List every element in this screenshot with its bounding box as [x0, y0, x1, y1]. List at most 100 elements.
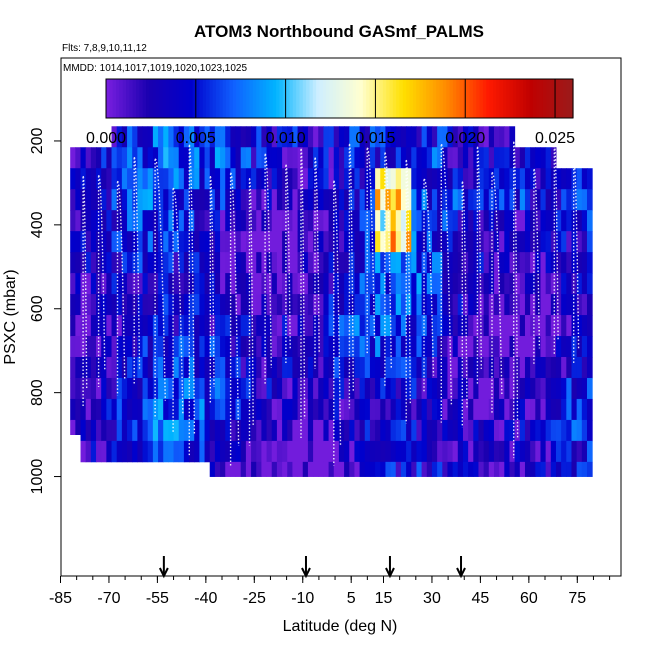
curtain-cell	[194, 210, 200, 232]
curtain-cell	[230, 419, 237, 442]
colorbar-step	[356, 79, 361, 118]
curtain-cell	[214, 210, 221, 232]
curtain-cell	[447, 273, 454, 295]
curtain-cell	[111, 356, 118, 379]
curtain-cell	[566, 440, 572, 463]
curtain-cell	[313, 273, 319, 295]
x-tick-label: 15	[375, 590, 393, 607]
curtain-cell	[240, 252, 247, 274]
curtain-cell	[333, 336, 340, 358]
curtain-cell	[189, 126, 195, 148]
curtain-cell	[364, 126, 371, 148]
curtain-cell	[328, 356, 335, 379]
curtain-cell	[375, 168, 381, 190]
curtain-cell	[473, 440, 479, 463]
curtain-cell	[499, 440, 505, 463]
curtain-cell	[168, 273, 175, 295]
curtain-cell	[137, 252, 144, 274]
curtain-cell	[235, 315, 242, 337]
curtain-cell	[426, 273, 433, 295]
curtain-cell	[116, 273, 123, 295]
curtain-cell	[400, 377, 407, 400]
flight-track	[476, 146, 482, 386]
curtain-cell	[225, 252, 231, 274]
curtain-cell	[209, 126, 216, 148]
curtain-cell	[147, 273, 154, 295]
curtain-cell	[426, 168, 433, 190]
curtain-cell	[375, 315, 381, 337]
curtain-cell	[132, 356, 138, 379]
curtain-cell	[338, 189, 345, 211]
curtain-cell	[240, 126, 247, 148]
curtain-cell	[437, 336, 443, 358]
curtain-cell	[245, 356, 252, 379]
curtain-cell	[121, 231, 128, 253]
curtain-cell	[276, 273, 283, 295]
curtain-cell	[550, 356, 557, 379]
curtain-cell	[214, 440, 221, 463]
curtain-cell	[338, 231, 345, 253]
curtain-cell	[416, 315, 423, 337]
curtain-cell	[333, 461, 340, 477]
curtain-cell	[421, 210, 428, 232]
curtain-cell	[302, 461, 309, 477]
y-axis-title: PSXC (mbar)	[2, 269, 19, 364]
curtain-cell	[271, 398, 278, 421]
curtain-cell	[235, 147, 242, 169]
curtain-cell	[168, 147, 175, 169]
curtain-cell	[333, 126, 340, 148]
curtain-cell	[276, 356, 283, 379]
curtain-cell	[96, 189, 102, 211]
colorbar-step	[469, 79, 474, 118]
curtain-cell	[163, 210, 169, 232]
curtain-cell	[101, 356, 107, 379]
curtain-cell	[437, 168, 443, 190]
curtain-cell	[261, 252, 268, 274]
curtain-cell	[127, 294, 133, 316]
curtain-cell	[426, 315, 433, 337]
curtain-cell	[189, 356, 195, 379]
colorbar-step	[112, 79, 117, 118]
curtain-cell	[530, 168, 536, 190]
curtain-cell	[566, 461, 572, 477]
curtain-cell	[509, 294, 516, 316]
curtain-cell	[488, 147, 495, 169]
curtain-cell	[344, 419, 350, 442]
curtain-cell	[271, 252, 278, 274]
curtain-cell	[80, 273, 87, 295]
curtain-cell	[364, 231, 371, 253]
curtain-cell	[555, 461, 562, 477]
curtain-cell	[235, 461, 242, 477]
curtain-cell	[328, 147, 335, 169]
curtain-cell	[101, 252, 107, 274]
curtain-cell	[142, 419, 149, 442]
curtain-cell	[282, 210, 288, 232]
curtain-cell	[540, 168, 547, 190]
curtain-cell	[266, 419, 273, 442]
curtain-cell	[142, 398, 149, 421]
curtain-cell	[276, 126, 283, 148]
curtain-cell	[406, 440, 412, 463]
curtain-cell	[576, 231, 583, 253]
x-tick-label: 45	[472, 590, 490, 607]
curtain-cell	[101, 419, 107, 442]
curtain-cell	[287, 273, 293, 295]
curtain-cell	[514, 398, 521, 421]
curtain-cell	[328, 252, 335, 274]
curtain-cell	[292, 315, 299, 337]
curtain-cell	[158, 189, 164, 211]
curtain-cell	[183, 168, 190, 190]
curtain-cell	[400, 231, 407, 253]
curtain-cell	[535, 252, 541, 274]
curtain-cell	[70, 315, 76, 337]
curtain-cell	[137, 377, 144, 400]
curtain-cell	[70, 336, 76, 358]
curtain-cell	[307, 231, 314, 253]
curtain-cell	[581, 356, 588, 379]
curtain-cell	[147, 231, 154, 253]
curtain-cell	[488, 440, 495, 463]
colorbar-step	[409, 79, 414, 118]
curtain-cell	[90, 210, 97, 232]
curtain-cell	[101, 336, 107, 358]
curtain-cell	[535, 377, 541, 400]
